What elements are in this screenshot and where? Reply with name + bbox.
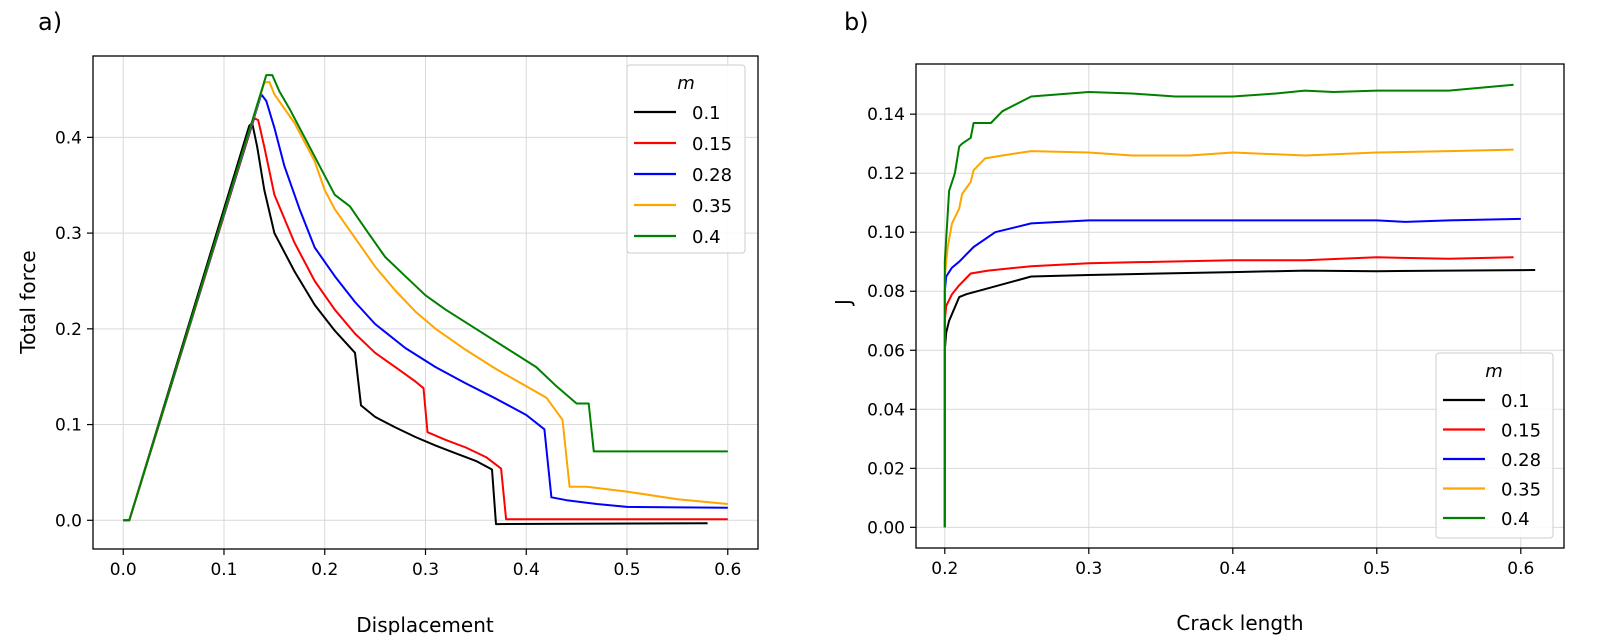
y-axis-label-a: Total force bbox=[16, 250, 40, 354]
series-line-b-m0.15 bbox=[943, 256, 1514, 528]
series-line-b-m0.1 bbox=[943, 269, 1536, 528]
series-line-a-m0.28 bbox=[123, 93, 728, 522]
x-tick-label: 0.3 bbox=[1075, 559, 1102, 579]
legend-title-b: m bbox=[1485, 361, 1503, 382]
y-tick-label: 0.0 bbox=[55, 511, 82, 531]
legend-label-b-m0.35: 0.35 bbox=[1501, 480, 1541, 501]
x-tick-label: 0.5 bbox=[613, 560, 640, 580]
y-tick-label: 0.12 bbox=[867, 164, 905, 184]
plot-frame-b bbox=[915, 63, 1565, 549]
y-tick-label: 0.1 bbox=[55, 416, 82, 436]
x-tick-label: 0.6 bbox=[714, 560, 741, 580]
y-tick-label: 0.00 bbox=[867, 518, 905, 538]
y-tick-label: 0.06 bbox=[867, 341, 905, 361]
ticks-a: 0.0 0.1 0.2 0.3 0.4 0.5 0.6 0.0 0.1 0.2 0.3 0.4 bbox=[55, 128, 741, 580]
series-line-a-m0.15 bbox=[123, 117, 728, 522]
legend-a: m 0.1 0.15 0.28 0.35 0.4 bbox=[626, 64, 746, 254]
panel-label-a: a) bbox=[38, 8, 62, 36]
x-tick-label: 0.4 bbox=[513, 560, 540, 580]
series-line-a-m0.35 bbox=[123, 80, 728, 522]
panel-label-b: b) bbox=[844, 8, 869, 36]
series-line-b-m0.4 bbox=[943, 83, 1514, 528]
series-group-b bbox=[943, 83, 1536, 528]
legend-label-a-m0.1: 0.1 bbox=[692, 103, 721, 124]
series-line-a-m0.1 bbox=[123, 122, 708, 526]
x-tick-label: 0.2 bbox=[931, 559, 958, 579]
series-group-a bbox=[123, 74, 728, 526]
x-tick-label: 0.0 bbox=[110, 560, 137, 580]
y-tick-label: 0.10 bbox=[867, 223, 905, 243]
x-tick-label: 0.3 bbox=[412, 560, 439, 580]
x-axis-label-b: Crack length bbox=[1176, 611, 1303, 635]
legend-label-a-m0.4: 0.4 bbox=[692, 227, 721, 248]
x-tick-label: 0.1 bbox=[210, 560, 237, 580]
x-axis-label-a: Displacement bbox=[356, 613, 494, 635]
x-tick-label: 0.4 bbox=[1219, 559, 1246, 579]
legend-label-b-m0.15: 0.15 bbox=[1501, 421, 1541, 442]
legend-label-a-m0.15: 0.15 bbox=[692, 134, 732, 155]
x-tick-label: 0.5 bbox=[1363, 559, 1390, 579]
legend-label-a-m0.28: 0.28 bbox=[692, 165, 732, 186]
x-tick-label: 0.2 bbox=[311, 560, 338, 580]
y-tick-label: 0.3 bbox=[55, 224, 82, 244]
series-line-a-m0.4 bbox=[123, 74, 728, 522]
series-line-b-m0.35 bbox=[943, 148, 1514, 528]
y-axis-label-b: J bbox=[831, 299, 855, 307]
legend-title-a: m bbox=[677, 73, 695, 94]
legend-label-a-m0.35: 0.35 bbox=[692, 196, 732, 217]
y-tick-label: 0.2 bbox=[55, 320, 82, 340]
legend-b: m 0.1 0.15 0.28 0.35 0.4 bbox=[1435, 352, 1554, 539]
y-tick-label: 0.4 bbox=[55, 128, 82, 148]
y-tick-label: 0.04 bbox=[867, 400, 905, 420]
series-line-b-m0.28 bbox=[943, 217, 1521, 528]
y-tick-label: 0.14 bbox=[867, 105, 905, 125]
x-tick-label: 0.6 bbox=[1507, 559, 1534, 579]
legend-label-b-m0.28: 0.28 bbox=[1501, 450, 1541, 471]
ticks-b: 0.2 0.3 0.4 0.5 0.6 0.00 0.02 0.04 0.06 0.08 0.10 0… bbox=[867, 105, 1534, 579]
y-tick-label: 0.02 bbox=[867, 459, 905, 479]
y-tick-label: 0.08 bbox=[867, 282, 905, 302]
legend-label-b-m0.4: 0.4 bbox=[1501, 509, 1530, 530]
legend-label-b-m0.1: 0.1 bbox=[1501, 391, 1530, 412]
